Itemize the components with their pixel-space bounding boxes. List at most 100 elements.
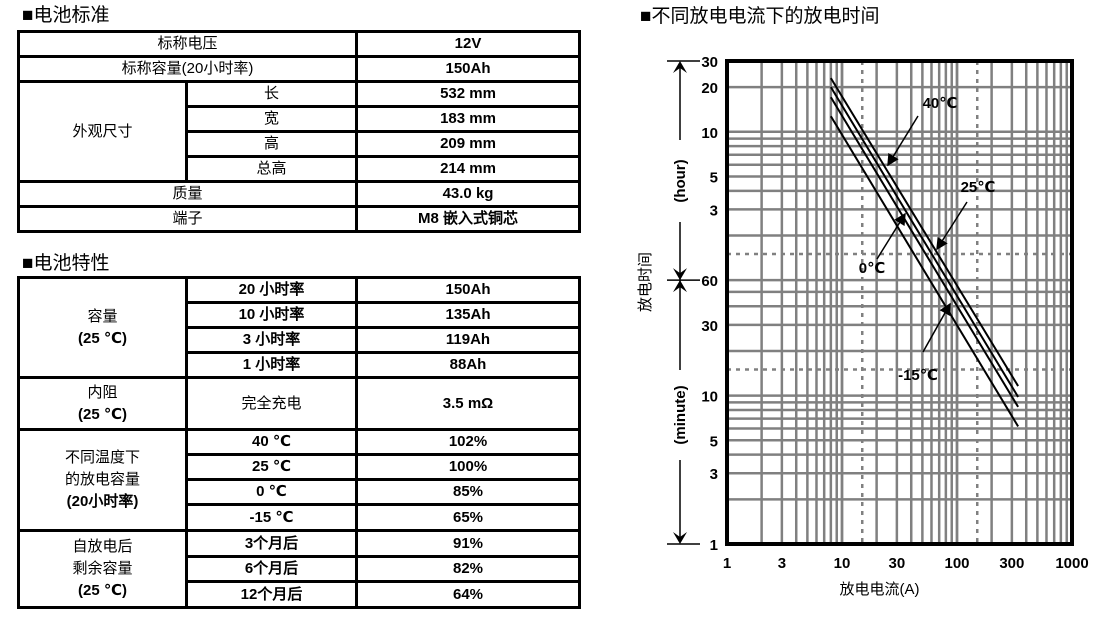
standard-table: 标称电压 12V 标称容量(20小时率) 150Ah 外观尺寸长 532 mm 宽 18… bbox=[16, 30, 582, 233]
y-tick-label: 10 bbox=[701, 125, 718, 142]
cell-label: 长 bbox=[184, 80, 359, 108]
y-tick-label: 5 bbox=[710, 169, 718, 186]
cell-label: 0 ℃ bbox=[185, 478, 358, 506]
series-line-2 bbox=[829, 96, 1019, 408]
cell-group-label: 容量 (25 ℃) bbox=[17, 276, 188, 379]
x-tick-label: 30 bbox=[889, 555, 906, 572]
cell-value: 183 mm bbox=[355, 105, 582, 133]
x-tick-label: 1 bbox=[723, 555, 731, 572]
x-axis-label: 放电电流(A) bbox=[840, 581, 920, 598]
table-row: 10 小时率 135Ah bbox=[19, 301, 581, 329]
group-label-line: (25 ℃) bbox=[77, 405, 127, 423]
cell-value: 214 mm bbox=[355, 155, 582, 183]
cell-label: 6个月后 bbox=[185, 555, 358, 583]
cell-label: -15 ℃ bbox=[185, 503, 358, 532]
cell-label: 宽 bbox=[184, 105, 359, 133]
arrow-down-icon bbox=[673, 532, 687, 544]
group-label-line: 内阻 bbox=[87, 383, 118, 401]
y-tick-label: 30 bbox=[701, 318, 718, 335]
x-tick-label: 10 bbox=[834, 555, 851, 572]
series-label-arrow bbox=[922, 302, 951, 353]
table-row: 容量 (25 ℃) 20 小时率 150Ah bbox=[17, 276, 581, 379]
table-row: 3 小时率 119Ah bbox=[19, 326, 581, 354]
y-axis-hour-label: (hour) bbox=[672, 159, 689, 202]
table-row: 6个月后 82% bbox=[19, 555, 581, 583]
cell-value: 65% bbox=[355, 503, 581, 532]
cell-value: 91% bbox=[355, 529, 581, 558]
cell-value: 43.0 kg bbox=[355, 180, 582, 208]
cell-value: 119Ah bbox=[355, 326, 581, 354]
table-row: 1 小时率 88Ah bbox=[19, 351, 581, 379]
plot-area bbox=[727, 61, 1072, 544]
cell-label: 端子 bbox=[16, 205, 359, 233]
table-row: 不同温度下 的放电容量 (20小时率) 40 ℃ 102% bbox=[17, 428, 581, 532]
cell-value: 12V bbox=[355, 30, 582, 58]
cell-label: 10 小时率 bbox=[185, 301, 358, 329]
cell-label: 25 ℃ bbox=[185, 453, 358, 481]
table-row: 内阻 (25 ℃) 完全充电 3.5 mΩ bbox=[17, 376, 581, 431]
series-label: 40℃ bbox=[923, 95, 958, 112]
cell-value: 3.5 mΩ bbox=[355, 376, 581, 431]
cell-value: 135Ah bbox=[355, 301, 581, 329]
cell-value: 100% bbox=[355, 453, 581, 481]
group-label-line: 剩余容量 bbox=[72, 560, 133, 577]
chart-title: ■不同放电电流下的放电时间 bbox=[640, 5, 879, 27]
cell-value: 88Ah bbox=[355, 351, 581, 379]
table-row: 自放电后 剩余容量 (25 ℃) 3个月后 91% bbox=[17, 529, 581, 609]
discharge-time-chart: ■不同放电电流下的放电时间 40℃ 25℃ 0℃ -15℃ 1 3 10 30 100 300 100… bbox=[637, 5, 1089, 598]
cell-group-label: 内阻 (25 ℃) bbox=[17, 376, 188, 431]
characteristics-table: 容量 (25 ℃) 20 小时率 150Ah 10 小时率 135Ah 3 小时率 119Ah… bbox=[17, 276, 581, 609]
cell-label: 20 小时率 bbox=[185, 276, 358, 304]
group-label-line: (25 ℃) bbox=[77, 329, 127, 347]
series-label: -15℃ bbox=[898, 367, 938, 384]
cell-label: 完全充电 bbox=[185, 376, 358, 431]
y-tick-label: 30 bbox=[701, 54, 718, 71]
x-tick-label: 1000 bbox=[1055, 555, 1088, 572]
characteristics-heading: ■电池特性 bbox=[22, 253, 110, 274]
arrow-up-icon bbox=[673, 61, 687, 73]
series-label: 0℃ bbox=[859, 260, 886, 277]
cell-label: 标称容量(20小时率) bbox=[16, 55, 359, 83]
y-tick-label: 5 bbox=[710, 433, 718, 450]
table-row: 12个月后 64% bbox=[19, 580, 581, 609]
cell-label: 标称电压 bbox=[16, 30, 359, 58]
cell-value: 85% bbox=[355, 478, 581, 506]
y-tick-label: 1 bbox=[710, 537, 718, 554]
cell-value: 150Ah bbox=[355, 55, 582, 83]
y-axis-label: 放电时间 bbox=[637, 252, 654, 312]
table-row: 0 ℃ 85% bbox=[19, 478, 581, 506]
arrow-down-icon bbox=[673, 268, 687, 281]
series-line-1 bbox=[829, 86, 1019, 398]
y-tick-label: 60 bbox=[701, 273, 718, 290]
group-label-line: (20小时率) bbox=[66, 493, 139, 510]
series-label-arrow bbox=[887, 115, 919, 167]
series-line-3 bbox=[829, 115, 1019, 427]
plot-frame bbox=[725, 59, 1074, 546]
cell-label: 质量 bbox=[16, 180, 359, 208]
cell-value: 150Ah bbox=[355, 276, 581, 304]
cell-group-label: 外观尺寸 bbox=[17, 80, 188, 183]
cell-label: 1 小时率 bbox=[185, 351, 358, 379]
arrow-up-icon bbox=[673, 280, 687, 293]
series-line-0 bbox=[830, 77, 1019, 387]
group-label-line: 容量 bbox=[87, 307, 118, 325]
cell-label: 3 小时率 bbox=[185, 326, 358, 354]
cell-value: 102% bbox=[355, 428, 581, 456]
x-tick-label: 100 bbox=[944, 555, 969, 572]
series-label-arrow bbox=[936, 201, 968, 251]
cell-value: M8 嵌入式铜芯 bbox=[355, 205, 582, 233]
y-tick-label: 10 bbox=[701, 389, 718, 406]
table-row: -15 ℃ 65% bbox=[19, 503, 581, 532]
group-label-line: 自放电后 bbox=[72, 538, 133, 555]
cell-label: 总高 bbox=[184, 155, 359, 183]
group-label-line: 的放电容量 bbox=[64, 471, 140, 488]
series-label-arrow bbox=[876, 212, 906, 260]
cell-group-label: 自放电后 剩余容量 (25 ℃) bbox=[17, 529, 188, 609]
cell-value: 64% bbox=[355, 580, 581, 609]
series-label: 25℃ bbox=[961, 179, 996, 196]
table-row: 25 ℃ 100% bbox=[19, 453, 581, 481]
y-tick-label: 20 bbox=[701, 80, 718, 97]
y-tick-label: 3 bbox=[710, 202, 718, 219]
x-tick-label: 300 bbox=[999, 555, 1024, 572]
group-label-line: 不同温度下 bbox=[64, 449, 140, 466]
